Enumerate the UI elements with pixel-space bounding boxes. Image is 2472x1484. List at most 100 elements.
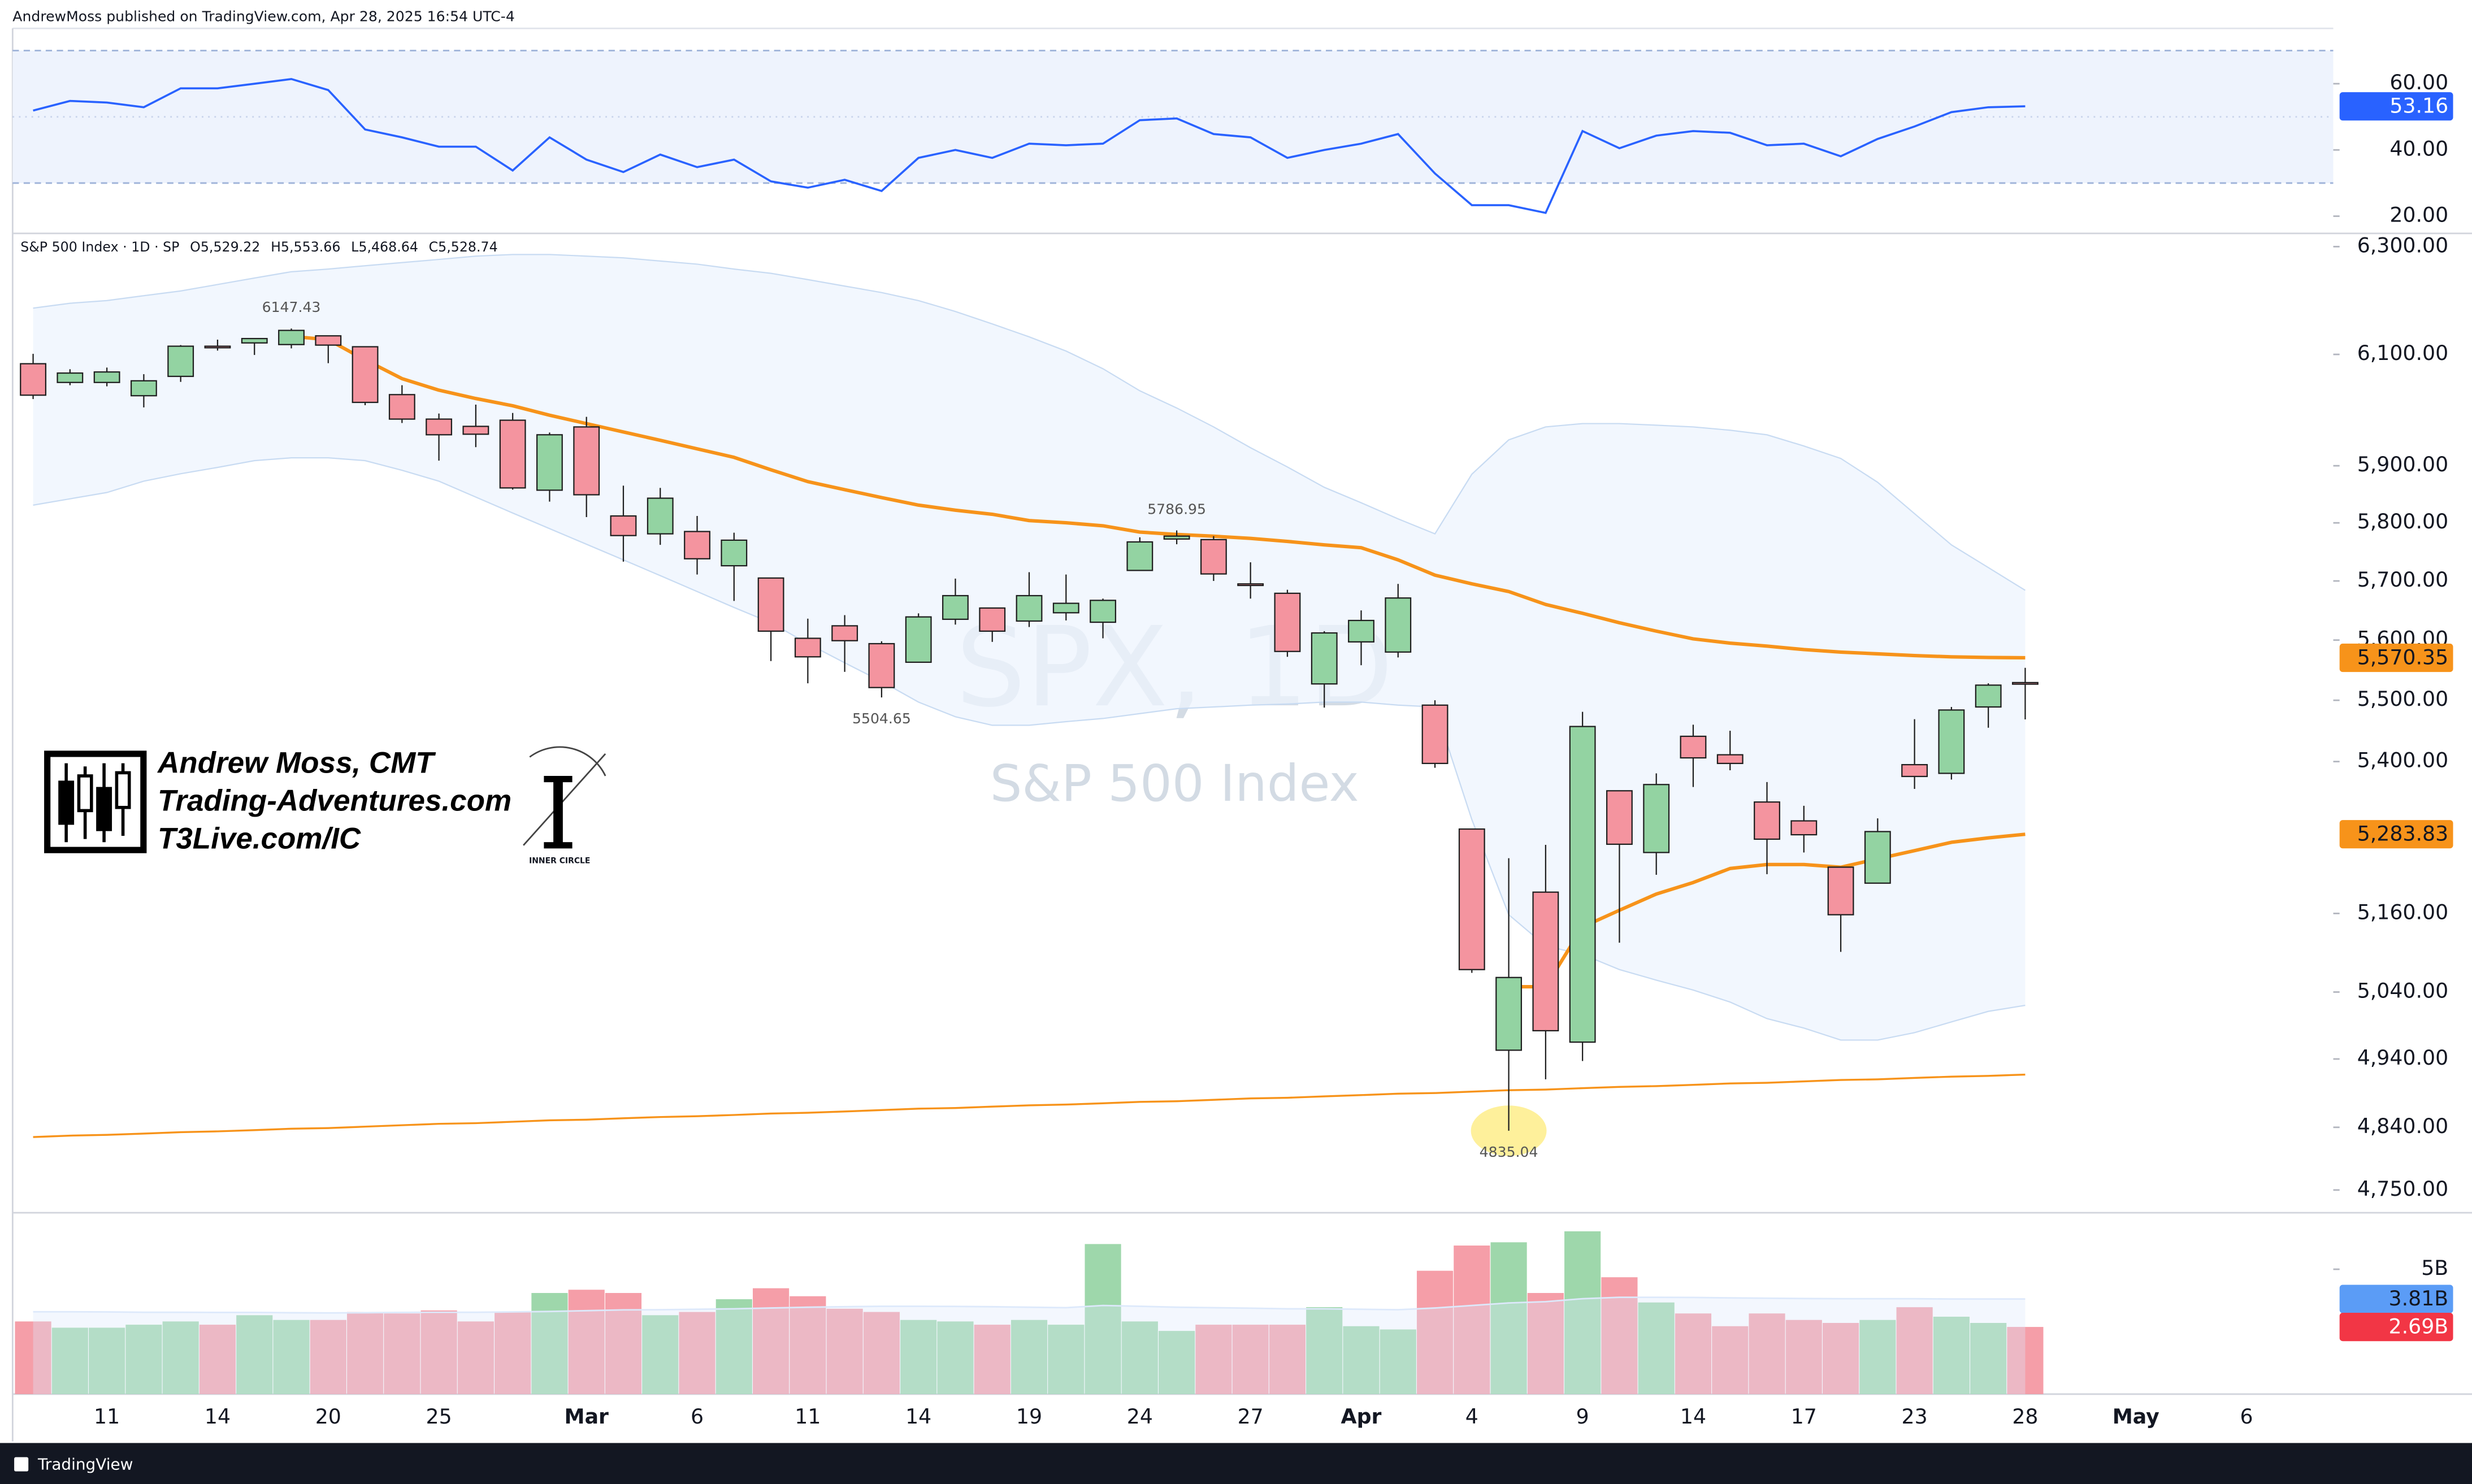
candle-body [1680, 735, 1707, 759]
rsi-value-label: 53.16 [2389, 94, 2448, 118]
badge-text: INNER CIRCLE [529, 857, 590, 866]
candle-body [1090, 600, 1116, 623]
candle-body [610, 515, 637, 536]
candle-body [905, 616, 932, 663]
candle-body [20, 363, 47, 396]
candle-body [1938, 709, 1965, 774]
x-tick-label: 24 [1127, 1404, 1153, 1429]
legend-line: S&P 500 Index · 1D · SP O5,529.22 H5,553… [20, 239, 497, 255]
x-tick-label: Mar [564, 1404, 609, 1429]
ohlc-open: O5,529.22 [190, 239, 260, 255]
volume-ma-area [33, 1297, 2026, 1394]
volume-bar [1822, 1323, 1859, 1394]
volume-bar [937, 1321, 974, 1394]
y-tick-label: 4,840.00 [2357, 1114, 2448, 1138]
volume-bar [273, 1320, 310, 1394]
candle-body [1126, 541, 1153, 571]
y-tick-label: 40.00 [2389, 136, 2448, 160]
volume-bar [1675, 1313, 1712, 1394]
ma-value-label: 5,283.83 [2357, 822, 2448, 846]
volume-bar [1896, 1307, 1933, 1394]
volume-bar [531, 1292, 568, 1394]
y-tick-label: 5,800.00 [2357, 509, 2448, 533]
candle-body [757, 577, 784, 632]
volume-bar [642, 1315, 679, 1394]
volume-bar [1343, 1326, 1380, 1394]
y-tick-label: 6,100.00 [2357, 341, 2448, 365]
volume-bar [495, 1312, 531, 1394]
candle-body [1274, 592, 1301, 652]
candle-body [499, 419, 526, 489]
volume-bar [1416, 1270, 1454, 1394]
x-tick-label: 23 [1902, 1404, 1928, 1429]
volume-bar [1159, 1331, 1195, 1394]
badge-letter [544, 775, 573, 783]
volume-bar [420, 1310, 457, 1394]
y-tick-label: 4,940.00 [2357, 1045, 2448, 1070]
volume-bar [863, 1312, 900, 1394]
volume-bar [1011, 1320, 1048, 1394]
candle-body [1790, 820, 1818, 836]
x-tick-label: 6 [2240, 1404, 2253, 1429]
candle-body [1163, 535, 1190, 540]
candle-body [536, 434, 563, 491]
price-annotation: 4835.04 [1480, 1144, 1538, 1160]
volume-value-label: 2.69B [2389, 1314, 2449, 1338]
candle-body [1716, 754, 1744, 765]
volume-bar [1564, 1231, 1601, 1394]
badge-letter [553, 779, 563, 845]
volume-bar [826, 1308, 863, 1394]
volume-bar [974, 1325, 1011, 1394]
volume-bar [1712, 1326, 1749, 1394]
volume-bar [457, 1321, 494, 1394]
candle-body [278, 329, 305, 345]
candle-body [831, 625, 858, 641]
x-tick-label: 9 [1576, 1404, 1589, 1429]
candle-body [1016, 595, 1043, 622]
candle-body [352, 346, 379, 403]
volume-bar [1638, 1302, 1675, 1394]
candle-body [868, 643, 895, 688]
ohlc-low: L5,468.64 [351, 239, 418, 255]
volume-bar [125, 1325, 162, 1394]
candle-body [241, 337, 268, 344]
y-tick-label: 6,300.00 [2357, 233, 2448, 257]
logo-line: T3Live.com/IC [158, 822, 361, 855]
ma-value-label-box [2339, 643, 2453, 672]
candle-body [1200, 539, 1227, 575]
y-tick-label: 5,160.00 [2357, 900, 2448, 924]
y-tick-label: 20.00 [2389, 203, 2448, 227]
volume-value-label-box [2339, 1312, 2453, 1342]
volume-bar [1933, 1316, 1970, 1394]
y-tick-label: 4,750.00 [2357, 1177, 2448, 1201]
badge-letter [544, 842, 573, 849]
y-tick-label: 5,400.00 [2357, 748, 2448, 773]
x-tick-label: 11 [94, 1404, 120, 1429]
x-tick-label: 14 [905, 1404, 931, 1429]
candle-body [794, 637, 821, 658]
candle-body [1606, 790, 1633, 845]
symbol-title: S&P 500 Index · 1D · SP [20, 239, 179, 255]
logo-candles [58, 763, 131, 843]
volume-bar [51, 1327, 88, 1394]
volume-bar [1970, 1323, 2007, 1394]
y-tick-label: 5,500.00 [2357, 687, 2448, 711]
volume-bar [568, 1290, 605, 1394]
x-tick-label: 11 [795, 1404, 821, 1429]
moving-average [291, 335, 2026, 660]
x-tick-label: 14 [1680, 1404, 1706, 1429]
x-tick-label: 20 [315, 1404, 341, 1429]
bollinger-band [33, 254, 2026, 1040]
candle-body [57, 372, 84, 383]
volume-bar [310, 1320, 346, 1394]
author-logo: Andrew Moss, CMT Trading-Adventures.com … [44, 746, 606, 866]
candle-body [93, 371, 120, 383]
candle-body [1827, 866, 1854, 915]
publisher-line: AndrewMoss published on TradingView.com,… [12, 8, 515, 25]
volume-bar [199, 1325, 236, 1394]
candle-body [1901, 763, 1928, 778]
x-tick-label: 27 [1238, 1404, 1264, 1429]
y-tick-label: 5B [2421, 1256, 2448, 1280]
candle-body [573, 426, 600, 496]
